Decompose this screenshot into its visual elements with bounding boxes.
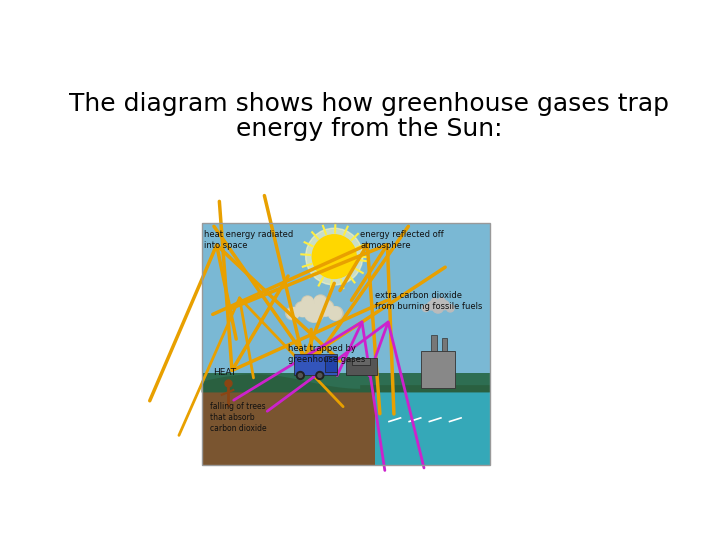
Circle shape [423,305,429,312]
Polygon shape [202,222,490,388]
Circle shape [440,301,449,309]
Polygon shape [202,374,490,393]
Circle shape [438,298,445,305]
Circle shape [296,302,310,316]
Polygon shape [374,393,490,465]
Bar [442,339,447,351]
Text: The diagram shows how greenhouse gases trap: The diagram shows how greenhouse gases t… [69,92,669,116]
Circle shape [298,374,302,377]
Text: energy from the Sun:: energy from the Sun: [235,117,503,141]
Circle shape [329,307,343,320]
Text: falling of trees
that absorb
carbon dioxide: falling of trees that absorb carbon diox… [210,402,267,433]
Circle shape [287,308,299,319]
Text: HEAT: HEAT [213,368,236,377]
Polygon shape [202,393,490,465]
Circle shape [297,372,305,380]
Text: extra carbon dioxide
from burning fossile fuels: extra carbon dioxide from burning fossil… [374,291,482,310]
Circle shape [286,307,298,320]
Circle shape [318,300,334,316]
Bar [346,359,377,375]
Circle shape [446,305,454,312]
Bar [294,354,337,375]
Circle shape [316,372,324,380]
Bar [352,357,369,365]
Text: heat trapped by
greenhouse gases: heat trapped by greenhouse gases [288,344,365,364]
Circle shape [304,302,324,322]
Circle shape [302,297,314,308]
Circle shape [306,228,363,285]
Circle shape [314,295,327,308]
Circle shape [318,374,322,377]
Polygon shape [202,373,490,393]
Circle shape [431,299,438,305]
Circle shape [318,301,333,316]
Bar [325,356,337,372]
Bar [420,351,455,388]
Circle shape [294,301,310,316]
Bar [431,335,437,351]
Circle shape [305,303,323,322]
Circle shape [314,296,326,308]
Circle shape [302,296,313,308]
Circle shape [328,307,341,320]
Text: heat energy radiated
into space: heat energy radiated into space [204,230,294,250]
Text: energy reflected off
atmosphere: energy reflected off atmosphere [360,230,444,250]
Circle shape [427,301,436,310]
Circle shape [433,302,444,313]
Bar [202,222,490,465]
Circle shape [312,235,356,279]
